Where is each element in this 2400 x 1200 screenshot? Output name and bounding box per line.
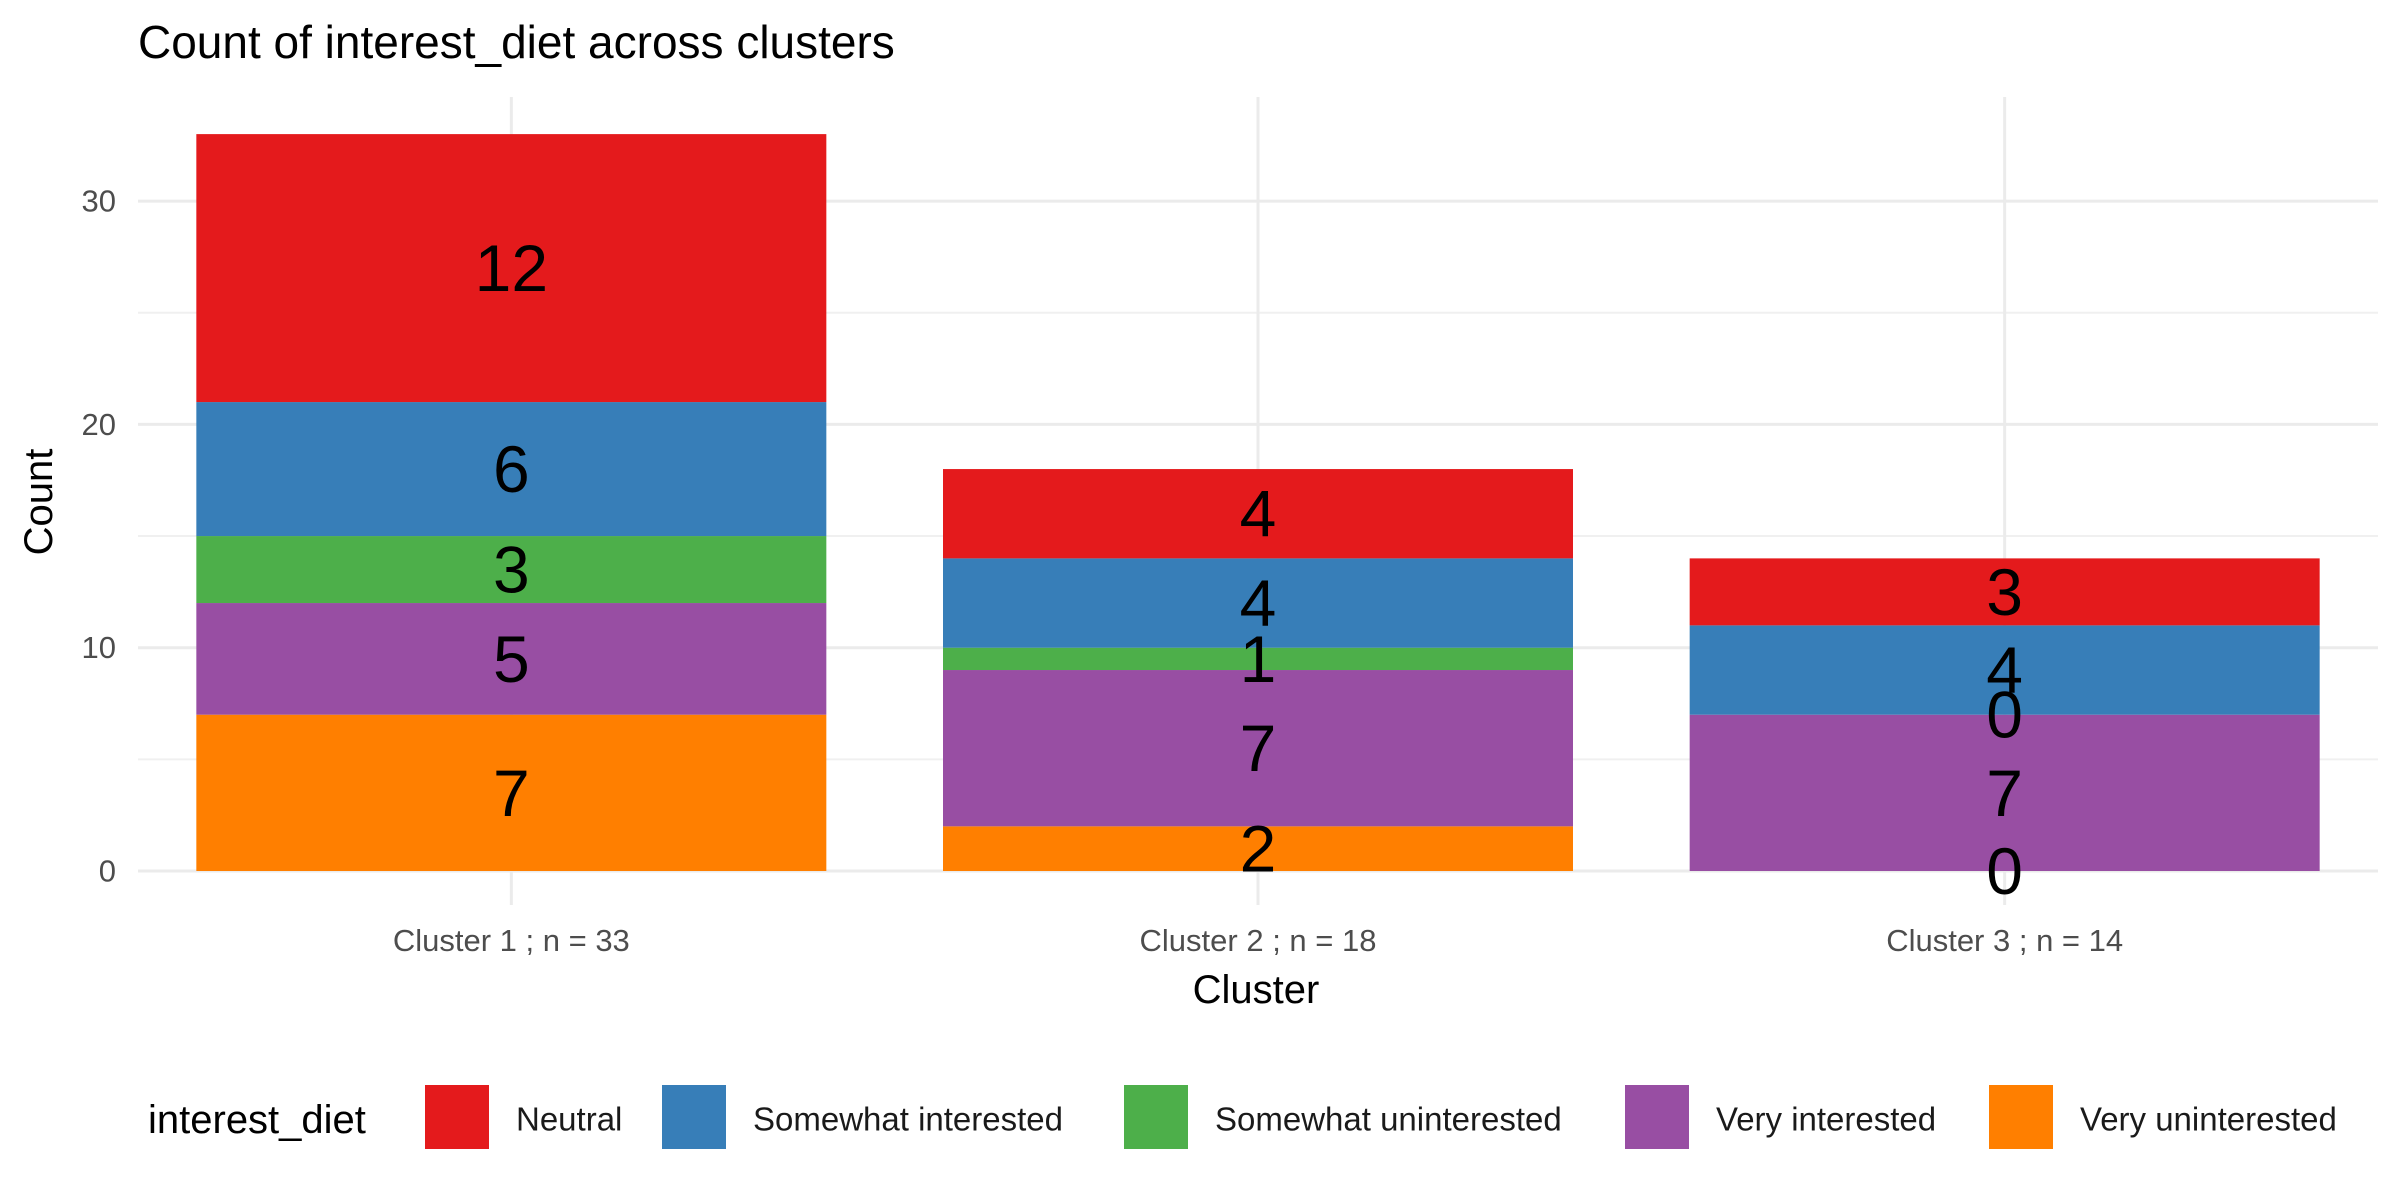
bar-value-label: 5	[493, 622, 530, 696]
bar-segment	[196, 714, 827, 871]
bars	[196, 134, 2320, 871]
legend-label: Somewhat uninterested	[1215, 1101, 1562, 1138]
bar-value-label: 6	[493, 432, 530, 506]
bar-value-label: 2	[1240, 812, 1277, 886]
legend-key	[1625, 1085, 1689, 1149]
bar-segment	[1689, 558, 2320, 626]
bar-segment	[943, 558, 1573, 648]
bar-value-label: 3	[1986, 555, 2023, 629]
bar-segment	[196, 402, 827, 537]
legend-label: Neutral	[516, 1101, 622, 1138]
legend-label: Very interested	[1716, 1101, 1936, 1138]
legend-key	[425, 1085, 489, 1149]
legend: interest_diet Neutral Somewhat interested…	[148, 1085, 2337, 1149]
bar-segment	[196, 603, 827, 715]
bar-value-label: 0	[1986, 678, 2023, 752]
bar-segment	[196, 134, 827, 403]
y-tick-label: 30	[82, 184, 116, 219]
x-axis-title: Cluster	[1193, 968, 1320, 1012]
bar-value-label: 12	[475, 231, 548, 305]
legend-key	[662, 1085, 726, 1149]
bar-segment	[943, 826, 1573, 871]
legend-item: Somewhat interested	[662, 1085, 1063, 1149]
bar-segment	[943, 647, 1573, 671]
legend-item: Very uninterested	[1989, 1085, 2337, 1149]
legend-label: Very uninterested	[2080, 1101, 2337, 1138]
bar-value-label: 4	[1240, 477, 1277, 551]
chart-title: Count of interest_diet across clusters	[138, 16, 895, 68]
legend-items: Neutral Somewhat interested Somewhat unint…	[425, 1085, 2337, 1149]
legend-label: Somewhat interested	[753, 1101, 1063, 1138]
y-axis-ticks: 0 10 20 30	[82, 184, 116, 889]
bar-value-label: 0	[1986, 834, 2023, 908]
legend-item: Very interested	[1625, 1085, 1936, 1149]
bar-value-label: 7	[493, 756, 530, 830]
x-tick-label: Cluster 3 ; n = 14	[1886, 923, 2123, 958]
x-tick-label: Cluster 2 ; n = 18	[1140, 923, 1377, 958]
bar-value-label: 1	[1240, 622, 1277, 696]
x-axis-ticks: Cluster 1 ; n = 33 Cluster 2 ; n = 18 Clus…	[393, 923, 2123, 958]
legend-key	[1989, 1085, 2053, 1149]
bar-segment	[196, 536, 827, 604]
y-tick-label: 10	[82, 630, 116, 665]
bar-segment	[1689, 714, 2320, 871]
bar-value-label: 4	[1240, 566, 1277, 640]
x-tick-label: Cluster 1 ; n = 33	[393, 923, 630, 958]
bar-value-label: 3	[493, 533, 530, 607]
bar-value-label: 7	[1240, 711, 1277, 785]
bar-segment	[943, 670, 1573, 827]
legend-title: interest_diet	[148, 1098, 366, 1142]
bar-value-label: 7	[1986, 756, 2023, 830]
y-axis-title: Count	[17, 449, 61, 556]
bar-segment	[1689, 625, 2320, 715]
legend-item: Neutral	[425, 1085, 622, 1149]
bar-value-label: 4	[1986, 633, 2023, 707]
y-tick-label: 20	[82, 407, 116, 442]
y-tick-label: 0	[99, 854, 116, 889]
legend-key	[1124, 1085, 1188, 1149]
legend-item: Somewhat uninterested	[1124, 1085, 1562, 1149]
bar-segment	[943, 469, 1573, 559]
